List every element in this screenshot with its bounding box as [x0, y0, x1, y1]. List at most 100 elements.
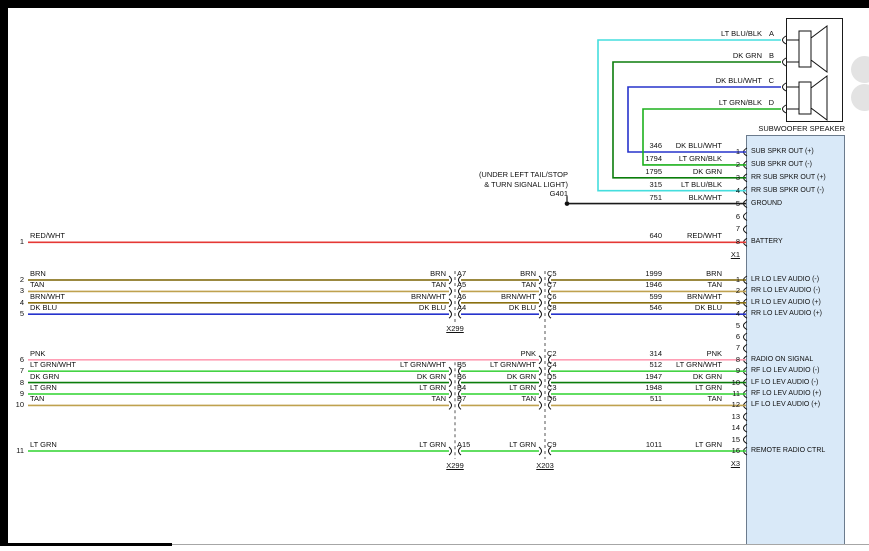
pin-number: 5 [735, 198, 740, 208]
speaker-pin-letter: A [768, 29, 774, 38]
row-number: 1 [19, 237, 24, 247]
wire-color-label: PNK [706, 348, 722, 358]
pin-bracket [743, 412, 748, 422]
circuit-number: 315 [649, 179, 662, 189]
pin-function-label: LF LO LEV AUDIO (-) [751, 378, 819, 386]
wire-color-label: LT GRN/WHT [490, 360, 536, 370]
pin-bracket [743, 423, 748, 433]
wire-color-label: RED/WHT [687, 231, 722, 241]
break-bracket [448, 366, 452, 376]
pin-function-label: RR SUB SPKR OUT (+) [751, 173, 826, 181]
wire-color-label: DK BLU/WHT [715, 76, 762, 85]
pin-function-label: LR LO LEV AUDIO (-) [751, 276, 820, 283]
break-pin-id: C5 [547, 269, 557, 278]
connector-id: X203 [536, 460, 554, 470]
break-bracket [548, 389, 552, 399]
pin-function-label: SUB SPKR OUT (-) [751, 160, 812, 168]
wire-color-label: PNK [30, 348, 46, 358]
pin-number: 15 [731, 434, 740, 444]
break-bracket [538, 366, 542, 376]
pin-number: 8 [735, 354, 740, 364]
break-bracket [538, 378, 542, 387]
break-bracket [548, 401, 552, 410]
break-bracket [548, 378, 552, 387]
wire-color-label: LT BLU/BLK [681, 179, 722, 189]
pin-number: 14 [731, 423, 740, 433]
speaker-pin-letter: B [768, 51, 774, 60]
wire-color-label: TAN [30, 280, 45, 290]
wire-color-label: TAN [521, 394, 536, 404]
page-edge-bottom-line [172, 544, 869, 545]
row-number: 11 [16, 446, 24, 455]
wire-color-label: LT GRN [695, 383, 722, 392]
pin-function-label: RF LO LEV AUDIO (-) [751, 367, 820, 375]
break-bracket [548, 298, 552, 308]
pin-number: 5 [735, 320, 740, 330]
connector-id: X299 [446, 460, 464, 470]
wire-color-label: BLK/WHT [688, 192, 722, 202]
pin-number: 8 [735, 237, 740, 247]
break-bracket [548, 275, 552, 285]
break-bracket [548, 287, 552, 296]
speaker-cone-icon [810, 75, 828, 121]
pin-number: 10 [731, 377, 740, 387]
break-bracket [538, 401, 542, 410]
pin-number: 11 [732, 389, 740, 398]
speaker-cone-icon [810, 25, 828, 73]
wire-color-label: DK GRN [30, 371, 60, 381]
wire-color-label: RED/WHT [30, 231, 65, 241]
break-bracket [458, 401, 462, 410]
wire-color-label: DK GRN [692, 166, 722, 176]
wire-color-label: BRN [430, 269, 446, 278]
pin-number: 16 [731, 446, 740, 455]
circuit-number: 512 [649, 360, 662, 370]
pin-number: 13 [731, 411, 740, 421]
speaker-pin-letter: D [768, 98, 774, 107]
break-bracket [458, 287, 462, 296]
connector-id: X299 [446, 323, 464, 333]
break-pin-id: A6 [457, 291, 467, 301]
pin-number: 12 [731, 400, 740, 410]
pin-number: 2 [735, 159, 740, 169]
wire-color-label: LT GRN/BLK [678, 153, 722, 163]
break-pin-id: A4 [457, 303, 467, 313]
circuit-number: 640 [649, 231, 662, 241]
wire-color-label: LT GRN/WHT [676, 360, 722, 370]
page-edge-left [0, 0, 8, 546]
wire-color-label: TAN [30, 394, 45, 404]
pin-number: 1 [735, 147, 740, 156]
wire-color-label: LT GRN [419, 440, 446, 449]
connector-id: X3 [730, 459, 740, 468]
wire-color-label: DK BLU/WHT [675, 141, 722, 150]
break-bracket [448, 446, 452, 456]
break-pin-id: C3 [547, 383, 557, 392]
break-pin-id: C7 [547, 280, 557, 290]
pin-number: 7 [735, 343, 740, 353]
pin-function-label: RR SUB SPKR OUT (-) [751, 186, 824, 194]
floating-nav-button-down[interactable] [851, 84, 869, 111]
wire-color-label: DK GRN [732, 51, 762, 60]
break-pin-id: A5 [457, 280, 467, 290]
row-number: 9 [19, 389, 24, 398]
wire-color-label: TAN [707, 280, 722, 290]
pin-function-label: LF LO LEV AUDIO (+) [751, 401, 821, 409]
wire-color-label: BRN/WHT [687, 291, 722, 301]
circuit-number: 346 [649, 141, 662, 150]
break-pin-id: B5 [457, 360, 467, 370]
row-number: 2 [19, 275, 24, 284]
subwoofer-speaker-title: SUBWOOFER SPEAKER [758, 124, 845, 133]
row-number: 5 [19, 309, 24, 319]
pin-function-label: RADIO ON SIGNAL [751, 355, 814, 363]
pin-function-label: RR LO LEV AUDIO (-) [751, 287, 821, 295]
speaker-pin-letter: C [768, 76, 774, 85]
pin-bracket [743, 212, 748, 221]
wire-color-label: LT GRN/BLK [718, 98, 762, 107]
wire-color-label: PNK [520, 348, 536, 358]
break-bracket [448, 378, 452, 387]
wire-color-label: BRN [520, 269, 536, 278]
floating-nav-button-up[interactable] [851, 56, 869, 83]
pin-function-label: RF LO LEV AUDIO (+) [751, 390, 822, 397]
break-bracket [538, 446, 542, 456]
amplifier-connector-box [746, 135, 845, 545]
